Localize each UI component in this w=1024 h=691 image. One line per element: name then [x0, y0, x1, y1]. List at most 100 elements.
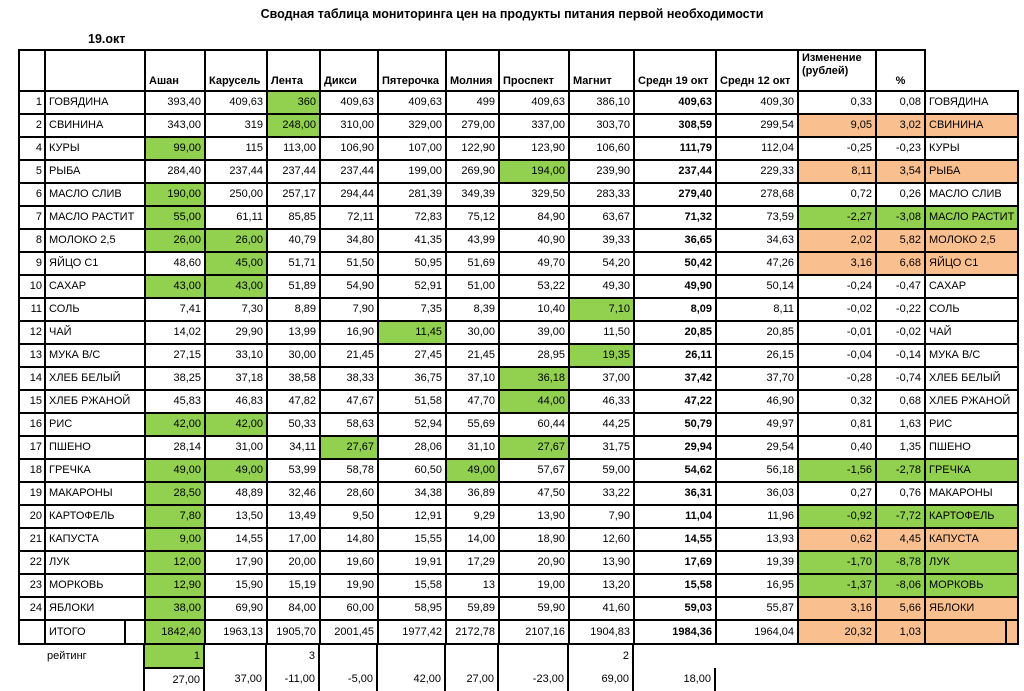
product-name-right[interactable]: КАРТОФЕЛЬ — [923, 504, 1020, 529]
price-cell[interactable]: 53,22 — [498, 274, 570, 299]
price-cell[interactable]: 28,60 — [319, 481, 379, 506]
avg19-cell[interactable]: 15,58 — [633, 573, 717, 598]
row-number[interactable]: 24 — [18, 596, 46, 621]
price-cell[interactable]: 343,00 — [144, 113, 206, 138]
price-cell[interactable]: 48,60 — [144, 251, 206, 276]
price-cell[interactable]: 37,00 — [568, 366, 635, 391]
row-number[interactable]: 13 — [18, 343, 46, 368]
gap-cell[interactable] — [797, 645, 875, 668]
total-label[interactable]: ИТОГО — [44, 619, 126, 645]
product-name-right[interactable]: МАСЛО СЛИВ — [923, 182, 1020, 207]
price-cell[interactable]: 41,60 — [568, 596, 635, 621]
price-cell[interactable]: 194,00 — [498, 159, 570, 184]
price-cell[interactable]: 7,90 — [568, 504, 635, 529]
price-cell[interactable]: 45,00 — [204, 251, 268, 276]
row-number[interactable]: 14 — [18, 366, 46, 391]
price-cell[interactable]: 17,00 — [266, 527, 321, 552]
price-cell[interactable]: 8,89 — [266, 297, 321, 322]
avg12-cell[interactable]: 26,15 — [715, 343, 799, 368]
pct-cell[interactable]: 6,68 — [875, 251, 926, 276]
row-number[interactable]: 15 — [18, 389, 46, 414]
change-cell[interactable]: 0,62 — [797, 527, 877, 552]
change-cell[interactable]: -0,24 — [797, 274, 877, 299]
pct-cell[interactable]: 5,82 — [875, 228, 926, 253]
price-cell[interactable]: 12,00 — [144, 550, 206, 575]
avg12-cell[interactable]: 16,95 — [715, 573, 799, 598]
price-cell[interactable]: 49,00 — [445, 458, 500, 483]
price-cell[interactable]: 31,10 — [445, 435, 500, 460]
product-name[interactable]: ГРЕЧКА — [44, 458, 146, 483]
product-name-right[interactable]: МАСЛО РАСТИТ — [923, 205, 1020, 230]
price-cell[interactable]: 59,89 — [445, 596, 500, 621]
price-cell[interactable]: 409,63 — [498, 90, 570, 115]
price-cell[interactable]: 60,00 — [319, 596, 379, 621]
price-cell[interactable]: 48,89 — [204, 481, 268, 506]
price-cell[interactable]: 30,00 — [266, 343, 321, 368]
avg19-cell[interactable]: 29,94 — [633, 435, 717, 460]
avg12-cell[interactable]: 34,63 — [715, 228, 799, 253]
price-cell[interactable]: 19,90 — [319, 573, 379, 598]
delta-cell[interactable]: 27,00 — [444, 668, 499, 691]
gap-cell[interactable] — [633, 645, 715, 668]
price-cell[interactable]: 41,35 — [377, 228, 447, 253]
avg12-cell[interactable]: 73,59 — [715, 205, 799, 230]
avg12-cell[interactable]: 49,97 — [715, 412, 799, 437]
price-cell[interactable]: 42,00 — [204, 412, 268, 437]
rating-cell[interactable]: 1 — [143, 645, 205, 669]
pct-cell[interactable]: -8,06 — [875, 573, 926, 598]
avg12-cell[interactable]: 37,70 — [715, 366, 799, 391]
price-cell[interactable]: 329,50 — [498, 182, 570, 207]
price-cell[interactable]: 55,00 — [144, 205, 206, 230]
price-cell[interactable]: 281,39 — [377, 182, 447, 207]
price-cell[interactable]: 11,50 — [568, 320, 635, 345]
change-cell[interactable]: 0,81 — [797, 412, 877, 437]
total-price-cell[interactable]: 2107,16 — [498, 619, 570, 645]
price-cell[interactable]: 15,19 — [266, 573, 321, 598]
price-cell[interactable]: 30,00 — [445, 320, 500, 345]
rating-cell[interactable]: 3 — [265, 645, 320, 668]
product-name-right[interactable]: ЯЙЦО С1 — [923, 251, 1020, 276]
price-cell[interactable]: 57,67 — [498, 458, 570, 483]
price-cell[interactable]: 49,30 — [568, 274, 635, 299]
change-cell[interactable]: -2,27 — [797, 205, 877, 230]
avg12-cell[interactable]: 299,54 — [715, 113, 799, 138]
product-name[interactable]: РЫБА — [44, 159, 146, 184]
change-cell[interactable]: 3,16 — [797, 251, 877, 276]
price-cell[interactable]: 7,80 — [144, 504, 206, 529]
price-cell[interactable]: 7,30 — [204, 297, 268, 322]
row-number[interactable]: 12 — [18, 320, 46, 345]
price-cell[interactable]: 17,90 — [204, 550, 268, 575]
price-cell[interactable]: 21,45 — [319, 343, 379, 368]
price-cell[interactable]: 20,90 — [498, 550, 570, 575]
column-header-avg19[interactable]: Средн 19 окт — [633, 49, 717, 92]
price-cell[interactable]: 44,00 — [498, 389, 570, 414]
price-cell[interactable]: 269,90 — [445, 159, 500, 184]
price-cell[interactable]: 50,33 — [266, 412, 321, 437]
price-cell[interactable]: 52,91 — [377, 274, 447, 299]
change-cell[interactable]: -1,56 — [797, 458, 877, 483]
change-cell[interactable]: -0,02 — [797, 297, 877, 322]
price-cell[interactable]: 250,00 — [204, 182, 268, 207]
price-cell[interactable]: 58,95 — [377, 596, 447, 621]
price-cell[interactable]: 75,12 — [445, 205, 500, 230]
gap-cell[interactable] — [715, 645, 797, 668]
price-cell[interactable]: 59,90 — [498, 596, 570, 621]
avg19-cell[interactable]: 14,55 — [633, 527, 717, 552]
price-cell[interactable]: 360 — [266, 90, 321, 115]
price-cell[interactable]: 29,90 — [204, 320, 268, 345]
price-cell[interactable]: 27,67 — [498, 435, 570, 460]
product-name-right[interactable]: МАКАРОНЫ — [923, 481, 1020, 506]
product-name[interactable]: САХАР — [44, 274, 146, 299]
change-cell[interactable]: -0,04 — [797, 343, 877, 368]
avg19-cell[interactable]: 47,22 — [633, 389, 717, 414]
price-cell[interactable]: 43,00 — [144, 274, 206, 299]
total-price-cell[interactable]: 1977,42 — [377, 619, 447, 645]
gap-cell[interactable] — [875, 668, 924, 691]
price-cell[interactable]: 49,00 — [204, 458, 268, 483]
column-header-magnit[interactable]: Магнит — [568, 49, 635, 92]
avg19-cell[interactable]: 50,79 — [633, 412, 717, 437]
pct-cell[interactable]: 3,54 — [875, 159, 926, 184]
price-cell[interactable]: 257,17 — [266, 182, 321, 207]
price-cell[interactable]: 38,33 — [319, 366, 379, 391]
pct-cell[interactable]: 0,26 — [875, 182, 926, 207]
